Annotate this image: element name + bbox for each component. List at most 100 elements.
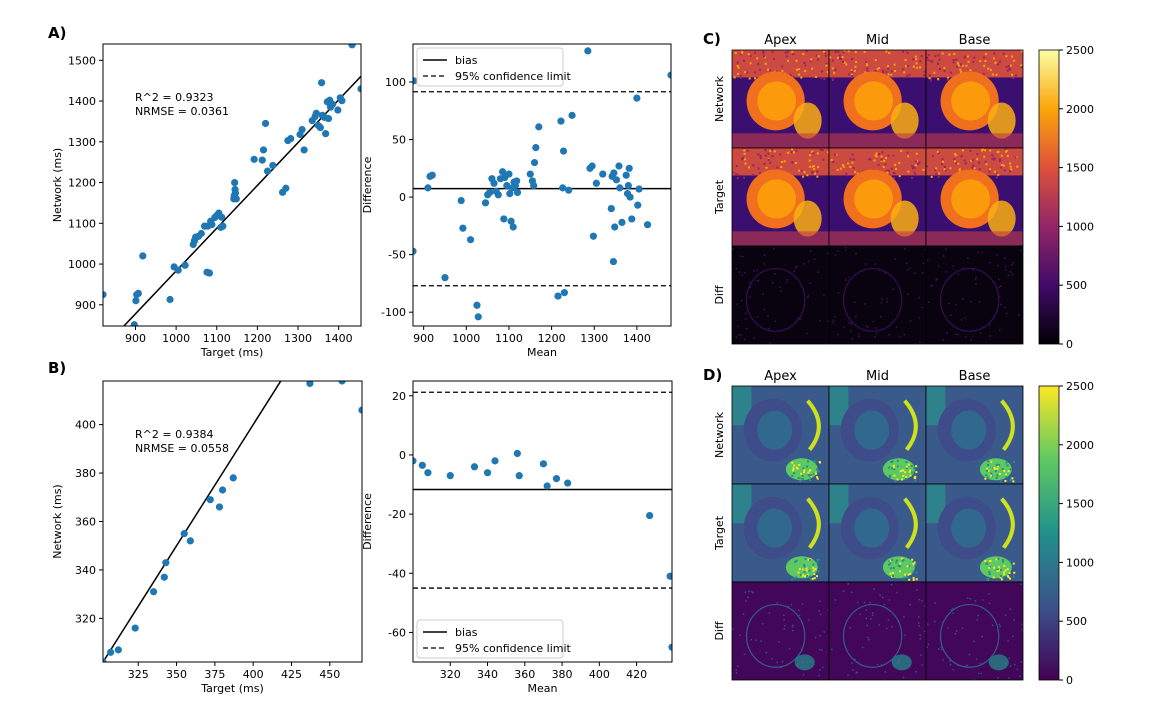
y-tick-label: 1200	[68, 177, 96, 190]
noise-speck	[952, 668, 954, 671]
texture-speck	[1005, 476, 1008, 479]
noise-speck	[1004, 306, 1006, 309]
column-title: Base	[959, 33, 991, 48]
texture-speck	[1012, 460, 1015, 463]
tissue-texture	[960, 70, 963, 73]
noise-speck	[823, 294, 825, 296]
tissue-texture	[911, 167, 914, 170]
texture-speck	[902, 474, 905, 477]
map-cell	[828, 581, 927, 681]
t2-maps-panel: Apex Mid Base Network Target Diff 0 500 1000 1500…	[713, 369, 1094, 687]
texture-speck	[995, 568, 998, 571]
tissue-texture	[737, 72, 740, 75]
tissue-texture	[847, 50, 850, 53]
map-image	[829, 246, 926, 344]
texture-speck	[896, 465, 899, 468]
tissue-texture	[973, 56, 976, 59]
noise-speck	[919, 638, 921, 640]
tissue-texture	[901, 50, 904, 53]
bright-arc	[903, 399, 918, 451]
tissue-texture	[887, 169, 890, 172]
texture-speck	[809, 577, 812, 580]
tissue-texture	[803, 61, 806, 64]
noise-speck	[1017, 314, 1020, 316]
data-point	[568, 111, 576, 119]
texture-speck	[803, 571, 806, 574]
tissue-texture	[839, 57, 842, 60]
map-cell	[731, 245, 830, 345]
data-point	[107, 648, 115, 656]
noise-speck	[765, 652, 768, 654]
texture-speck	[812, 563, 815, 566]
texture-speck	[997, 557, 1000, 560]
texture-speck	[1001, 558, 1004, 561]
data-point	[250, 155, 258, 163]
noise-speck	[965, 665, 967, 667]
data-point	[328, 100, 337, 108]
noise-speck	[793, 270, 796, 273]
y-tick-label: 340	[75, 564, 96, 577]
noise-speck	[783, 618, 785, 621]
residual-outline	[939, 267, 1000, 332]
noise-speck	[974, 600, 977, 602]
noise-speck	[847, 321, 850, 324]
tissue-texture	[926, 165, 929, 168]
texture-speck	[792, 467, 795, 470]
noise-speck	[916, 589, 918, 591]
noise-speck	[970, 300, 972, 303]
tissue-texture	[741, 158, 744, 161]
noise-speck	[753, 337, 755, 339]
row-label: Diff	[713, 285, 726, 305]
texture-speck	[899, 565, 902, 568]
noise-speck	[744, 338, 746, 341]
tissue-texture	[890, 73, 893, 76]
data-point	[334, 106, 342, 114]
y-tick-label: 0	[399, 191, 406, 204]
data-point	[208, 220, 216, 229]
tissue-texture	[927, 58, 930, 61]
x-tick-label: 1100	[495, 332, 523, 345]
tissue-texture	[919, 66, 922, 69]
tissue-texture	[792, 53, 795, 56]
tissue-texture	[825, 62, 828, 65]
noise-speck	[904, 248, 906, 250]
tissue-texture	[1020, 64, 1023, 67]
tissue-texture	[885, 50, 888, 53]
tissue-texture	[829, 56, 832, 59]
noise-speck	[921, 600, 923, 602]
data-point	[592, 179, 600, 187]
texture-speck	[795, 559, 798, 562]
tissue-texture	[881, 151, 884, 154]
noise-speck	[858, 335, 860, 338]
map-image	[732, 386, 829, 484]
lower-tissue	[829, 133, 926, 148]
tissue-texture	[915, 160, 918, 163]
noise-speck	[918, 625, 920, 627]
texture-speck	[888, 476, 891, 479]
tissue-texture	[845, 63, 848, 66]
tissue-texture	[833, 71, 836, 74]
data-point	[357, 85, 361, 93]
tissue-texture	[976, 153, 979, 156]
plot-B-scatter: 325 350 375 400 425 450320340360380400Target …	[51, 380, 363, 695]
tissue-texture	[922, 168, 925, 171]
legend-label: bias	[455, 626, 478, 639]
tissue-texture	[823, 77, 826, 80]
plot-frame	[102, 380, 363, 663]
x-tick-label: 425	[281, 668, 302, 681]
noise-speck	[874, 335, 876, 338]
data-point	[552, 475, 561, 483]
legend-label: bias	[455, 54, 478, 67]
data-point	[513, 177, 521, 185]
noise-speck	[906, 269, 909, 272]
tissue-texture	[1009, 68, 1012, 71]
noise-speck	[1012, 261, 1014, 264]
noise-speck	[832, 319, 835, 321]
noise-speck	[881, 596, 884, 599]
tissue-texture	[771, 155, 774, 158]
tissue-texture	[816, 170, 819, 173]
tissue-texture	[923, 74, 926, 77]
data-point	[624, 181, 632, 190]
tissue-texture	[822, 158, 825, 161]
tissue-texture	[855, 60, 858, 63]
